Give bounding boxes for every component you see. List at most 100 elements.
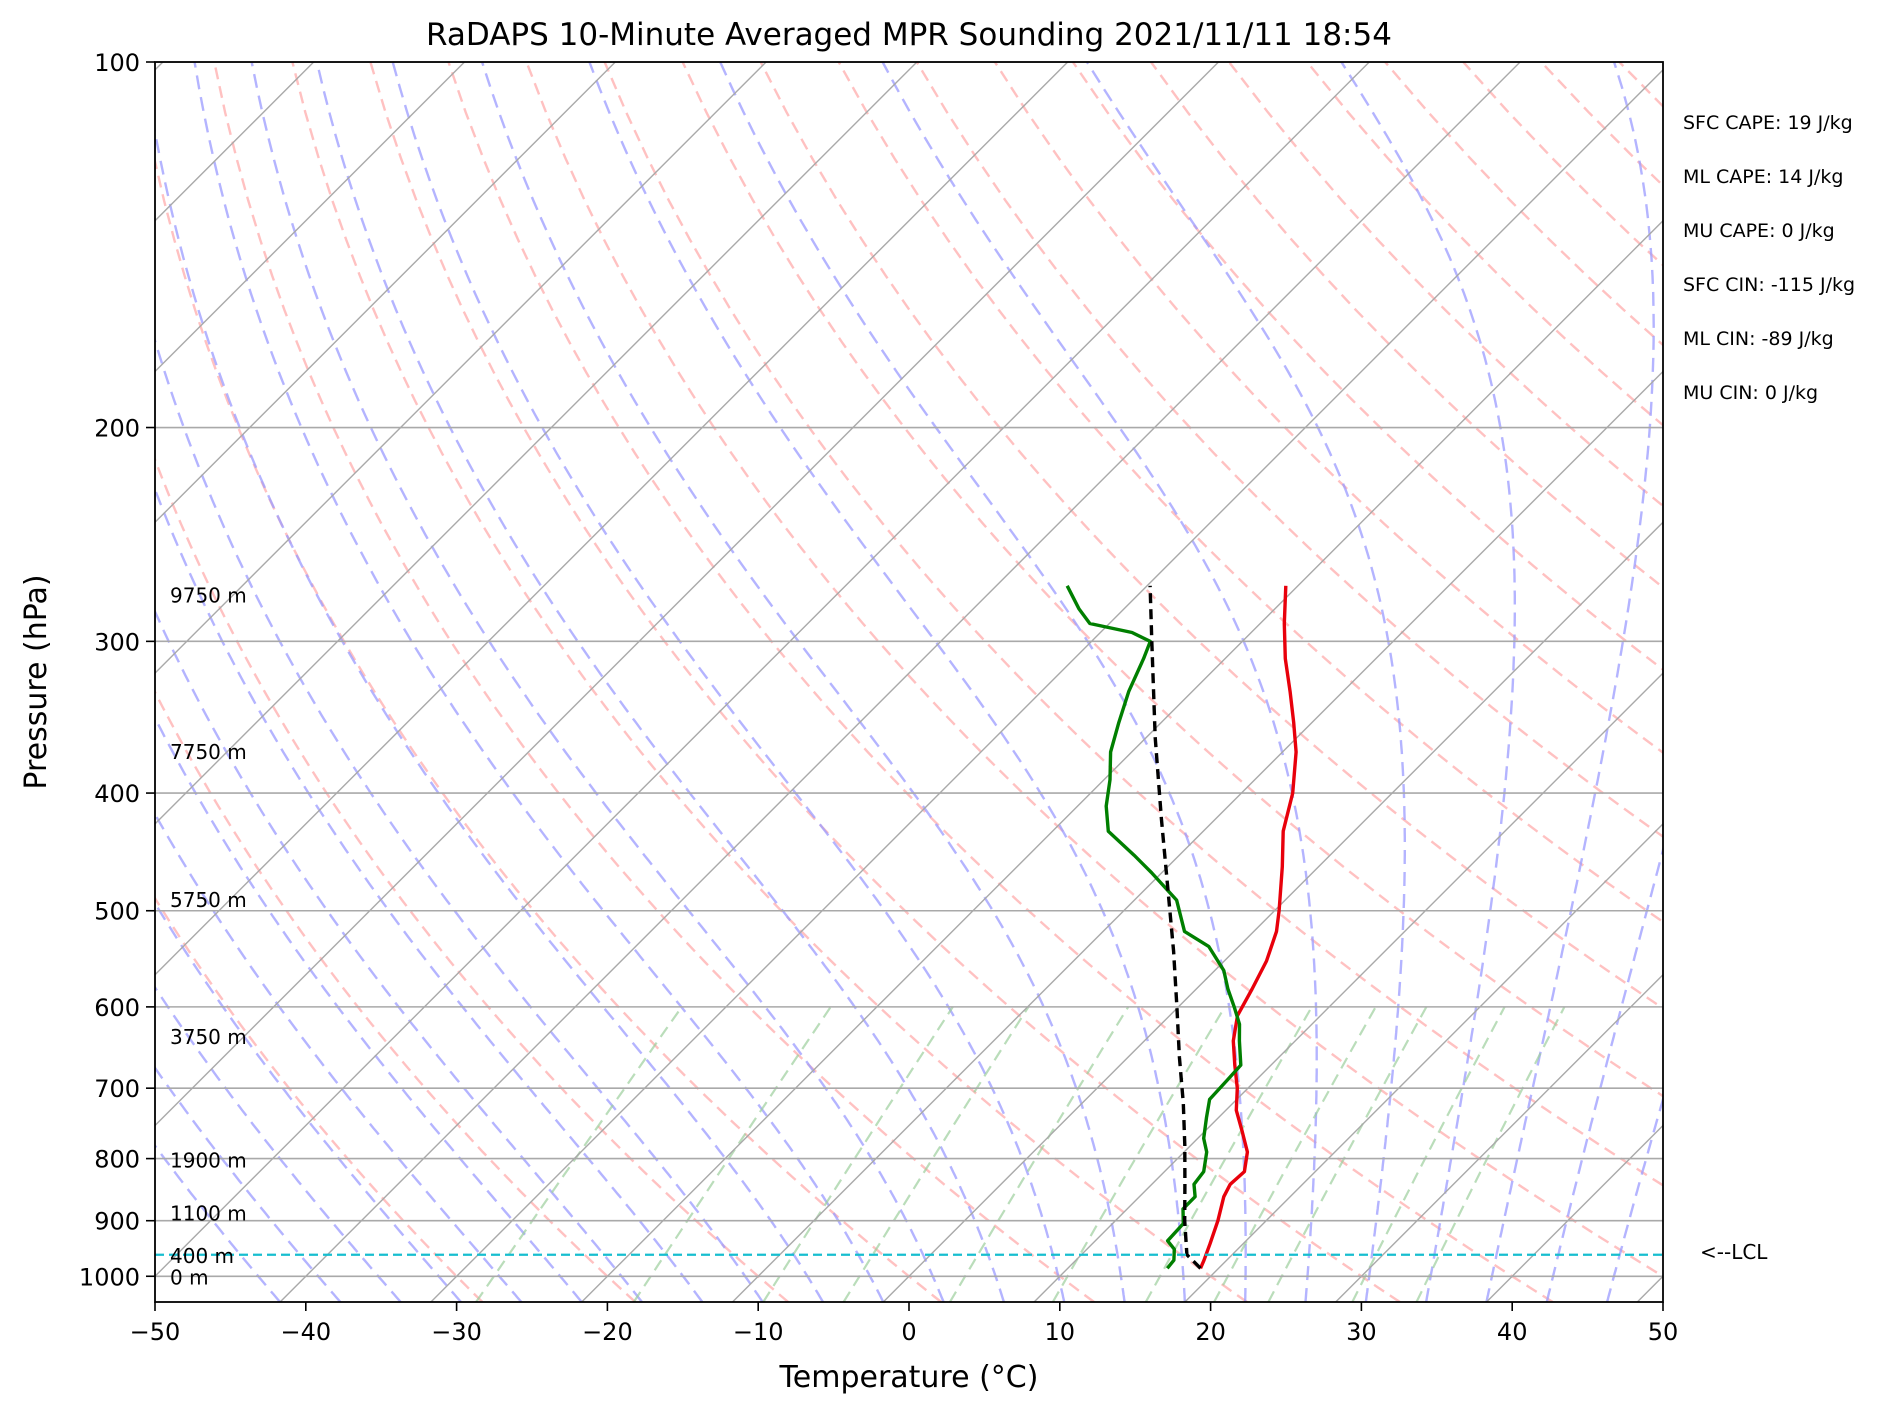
mixing-ratio-line (1213, 1006, 1377, 1302)
y-tick-label: 200 (94, 415, 140, 443)
dry-adiabat-line (1071, 62, 1663, 672)
y-tick-label: 100 (94, 49, 140, 77)
dry-adiabat-line (603, 62, 1663, 1187)
mixing-ratio-line (632, 1006, 832, 1302)
moist-adiabat-line (155, 486, 704, 1302)
mixing-ratio-line (1267, 1006, 1428, 1302)
moist-adiabat-line (155, 336, 764, 1302)
y-tick-label: 500 (94, 898, 140, 926)
stability-index: ML CAPE: 14 J/kg (1683, 166, 1843, 188)
moist-adiabat-line (155, 608, 643, 1302)
height-label: 7750 m (170, 740, 247, 764)
mixing-ratio-lines (475, 1006, 1566, 1302)
isotherm-line (732, 370, 1663, 1302)
parcel-profile (1148, 585, 1202, 1270)
dry-adiabat-line (291, 62, 1248, 1302)
isotherm-line (1033, 672, 1663, 1302)
height-label: 1900 m (170, 1149, 247, 1173)
moist-adiabat-line (155, 125, 825, 1302)
x-axis-ticks: −50 −40 −30 −20 −10 0 10 20 30 40 50 (130, 1302, 1679, 1346)
isotherm-line (1335, 973, 1663, 1302)
moist-adiabat-line (480, 62, 1126, 1302)
dry-adiabat-line (155, 456, 789, 1302)
dry-adiabat-line (525, 62, 1663, 1278)
mixing-ratio-line (1051, 1006, 1226, 1302)
y-tick-label: 1000 (79, 1263, 140, 1291)
stability-index: MU CIN: 0 J/kg (1683, 382, 1818, 404)
mixing-ratio-line (475, 1006, 683, 1302)
x-tick-label: 50 (1648, 1318, 1679, 1346)
x-axis-label: Temperature (°C) (779, 1360, 1039, 1395)
pressure-gridlines (155, 62, 1663, 1278)
dewpoint-profile (1065, 585, 1243, 1270)
isotherm-line (155, 62, 1069, 976)
height-label: 400 m (170, 1244, 234, 1268)
mixing-ratio-line (948, 1006, 1130, 1302)
x-tick-label: −10 (733, 1318, 784, 1346)
height-labels: 9750 m 7750 m 5750 m 3750 m 1900 m 1100 m 400 … (170, 583, 247, 1289)
x-tick-label: −20 (582, 1318, 633, 1346)
height-label: 5750 m (170, 888, 247, 912)
x-tick-label: 40 (1497, 1318, 1528, 1346)
moist-adiabat-line (391, 62, 1066, 1302)
height-label: 0 m (170, 1265, 209, 1289)
dry-adiabat-line (155, 689, 637, 1302)
moist-adiabat-line (588, 62, 1187, 1302)
moist-adiabat-line (155, 1143, 282, 1302)
x-tick-label: 10 (1045, 1318, 1076, 1346)
moist-adiabat-line (155, 901, 462, 1302)
y-axis-label: Pressure (hPa) (19, 574, 54, 789)
mixing-ratio-line (1415, 1006, 1566, 1302)
dry-adiabat-line (155, 896, 484, 1302)
y-tick-label: 800 (94, 1146, 140, 1174)
isotherm-line (155, 62, 1370, 1278)
plot-area (155, 62, 1663, 1302)
stability-index: ML CIN: -89 J/kg (1683, 328, 1834, 350)
y-tick-label: 700 (94, 1075, 140, 1103)
mixing-ratio-line (1144, 1006, 1313, 1302)
height-label: 9750 m (170, 583, 247, 607)
isotherm-line (581, 219, 1663, 1302)
stability-index: SFC CIN: -115 J/kg (1683, 274, 1855, 296)
moist-adiabat-line (155, 985, 402, 1302)
stability-index: MU CAPE: 0 J/kg (1683, 220, 1835, 242)
moist-adiabat-line (1085, 62, 1406, 1302)
y-tick-label: 900 (94, 1208, 140, 1236)
mixing-ratio-line (762, 1006, 954, 1302)
height-label: 1100 m (170, 1202, 247, 1226)
moist-adiabat-line (155, 715, 583, 1302)
y-tick-label: 300 (94, 628, 140, 656)
moist-adiabat-line (1605, 1095, 1663, 1302)
sounding-series (155, 585, 1663, 1270)
moist-adiabat-line (1545, 845, 1663, 1302)
isotherm-line (155, 62, 918, 825)
y-tick-label: 600 (94, 994, 140, 1022)
isotherm-line (430, 68, 1663, 1302)
moist-adiabat-line (155, 1065, 342, 1302)
x-tick-label: −40 (280, 1318, 331, 1346)
moist-adiabat-line (1485, 62, 1655, 1302)
isotherm-line (279, 62, 1521, 1302)
mixing-ratio-line (842, 1006, 1030, 1302)
dry-adiabat-line (369, 62, 1401, 1302)
stability-indices: SFC CAPE: 19 J/kg ML CAPE: 14 J/kg MU CAPE… (1683, 112, 1855, 404)
dry-adiabat-line (993, 62, 1663, 755)
dry-adiabat-line (213, 62, 1095, 1302)
x-tick-label: 30 (1346, 1318, 1377, 1346)
mixing-ratio-line (1351, 1006, 1506, 1302)
x-tick-label: −30 (431, 1318, 482, 1346)
dry-adiabat-line (915, 62, 1663, 839)
y-tick-label: 400 (94, 780, 140, 808)
isotherm-line (882, 521, 1663, 1302)
isotherm-line (155, 62, 465, 373)
dry-adiabat-line (681, 62, 1663, 1098)
moist-adiabat-line (155, 811, 523, 1302)
isotherm-line (155, 62, 616, 524)
stability-index: SFC CAPE: 19 J/kg (1683, 112, 1853, 134)
moist-adiabat-line (193, 62, 885, 1302)
isotherm-line (155, 62, 1219, 1127)
x-tick-label: −50 (130, 1318, 181, 1346)
isotherm-line (155, 62, 767, 675)
chart-title: RaDAPS 10-Minute Averaged MPR Sounding 2… (426, 17, 1392, 53)
